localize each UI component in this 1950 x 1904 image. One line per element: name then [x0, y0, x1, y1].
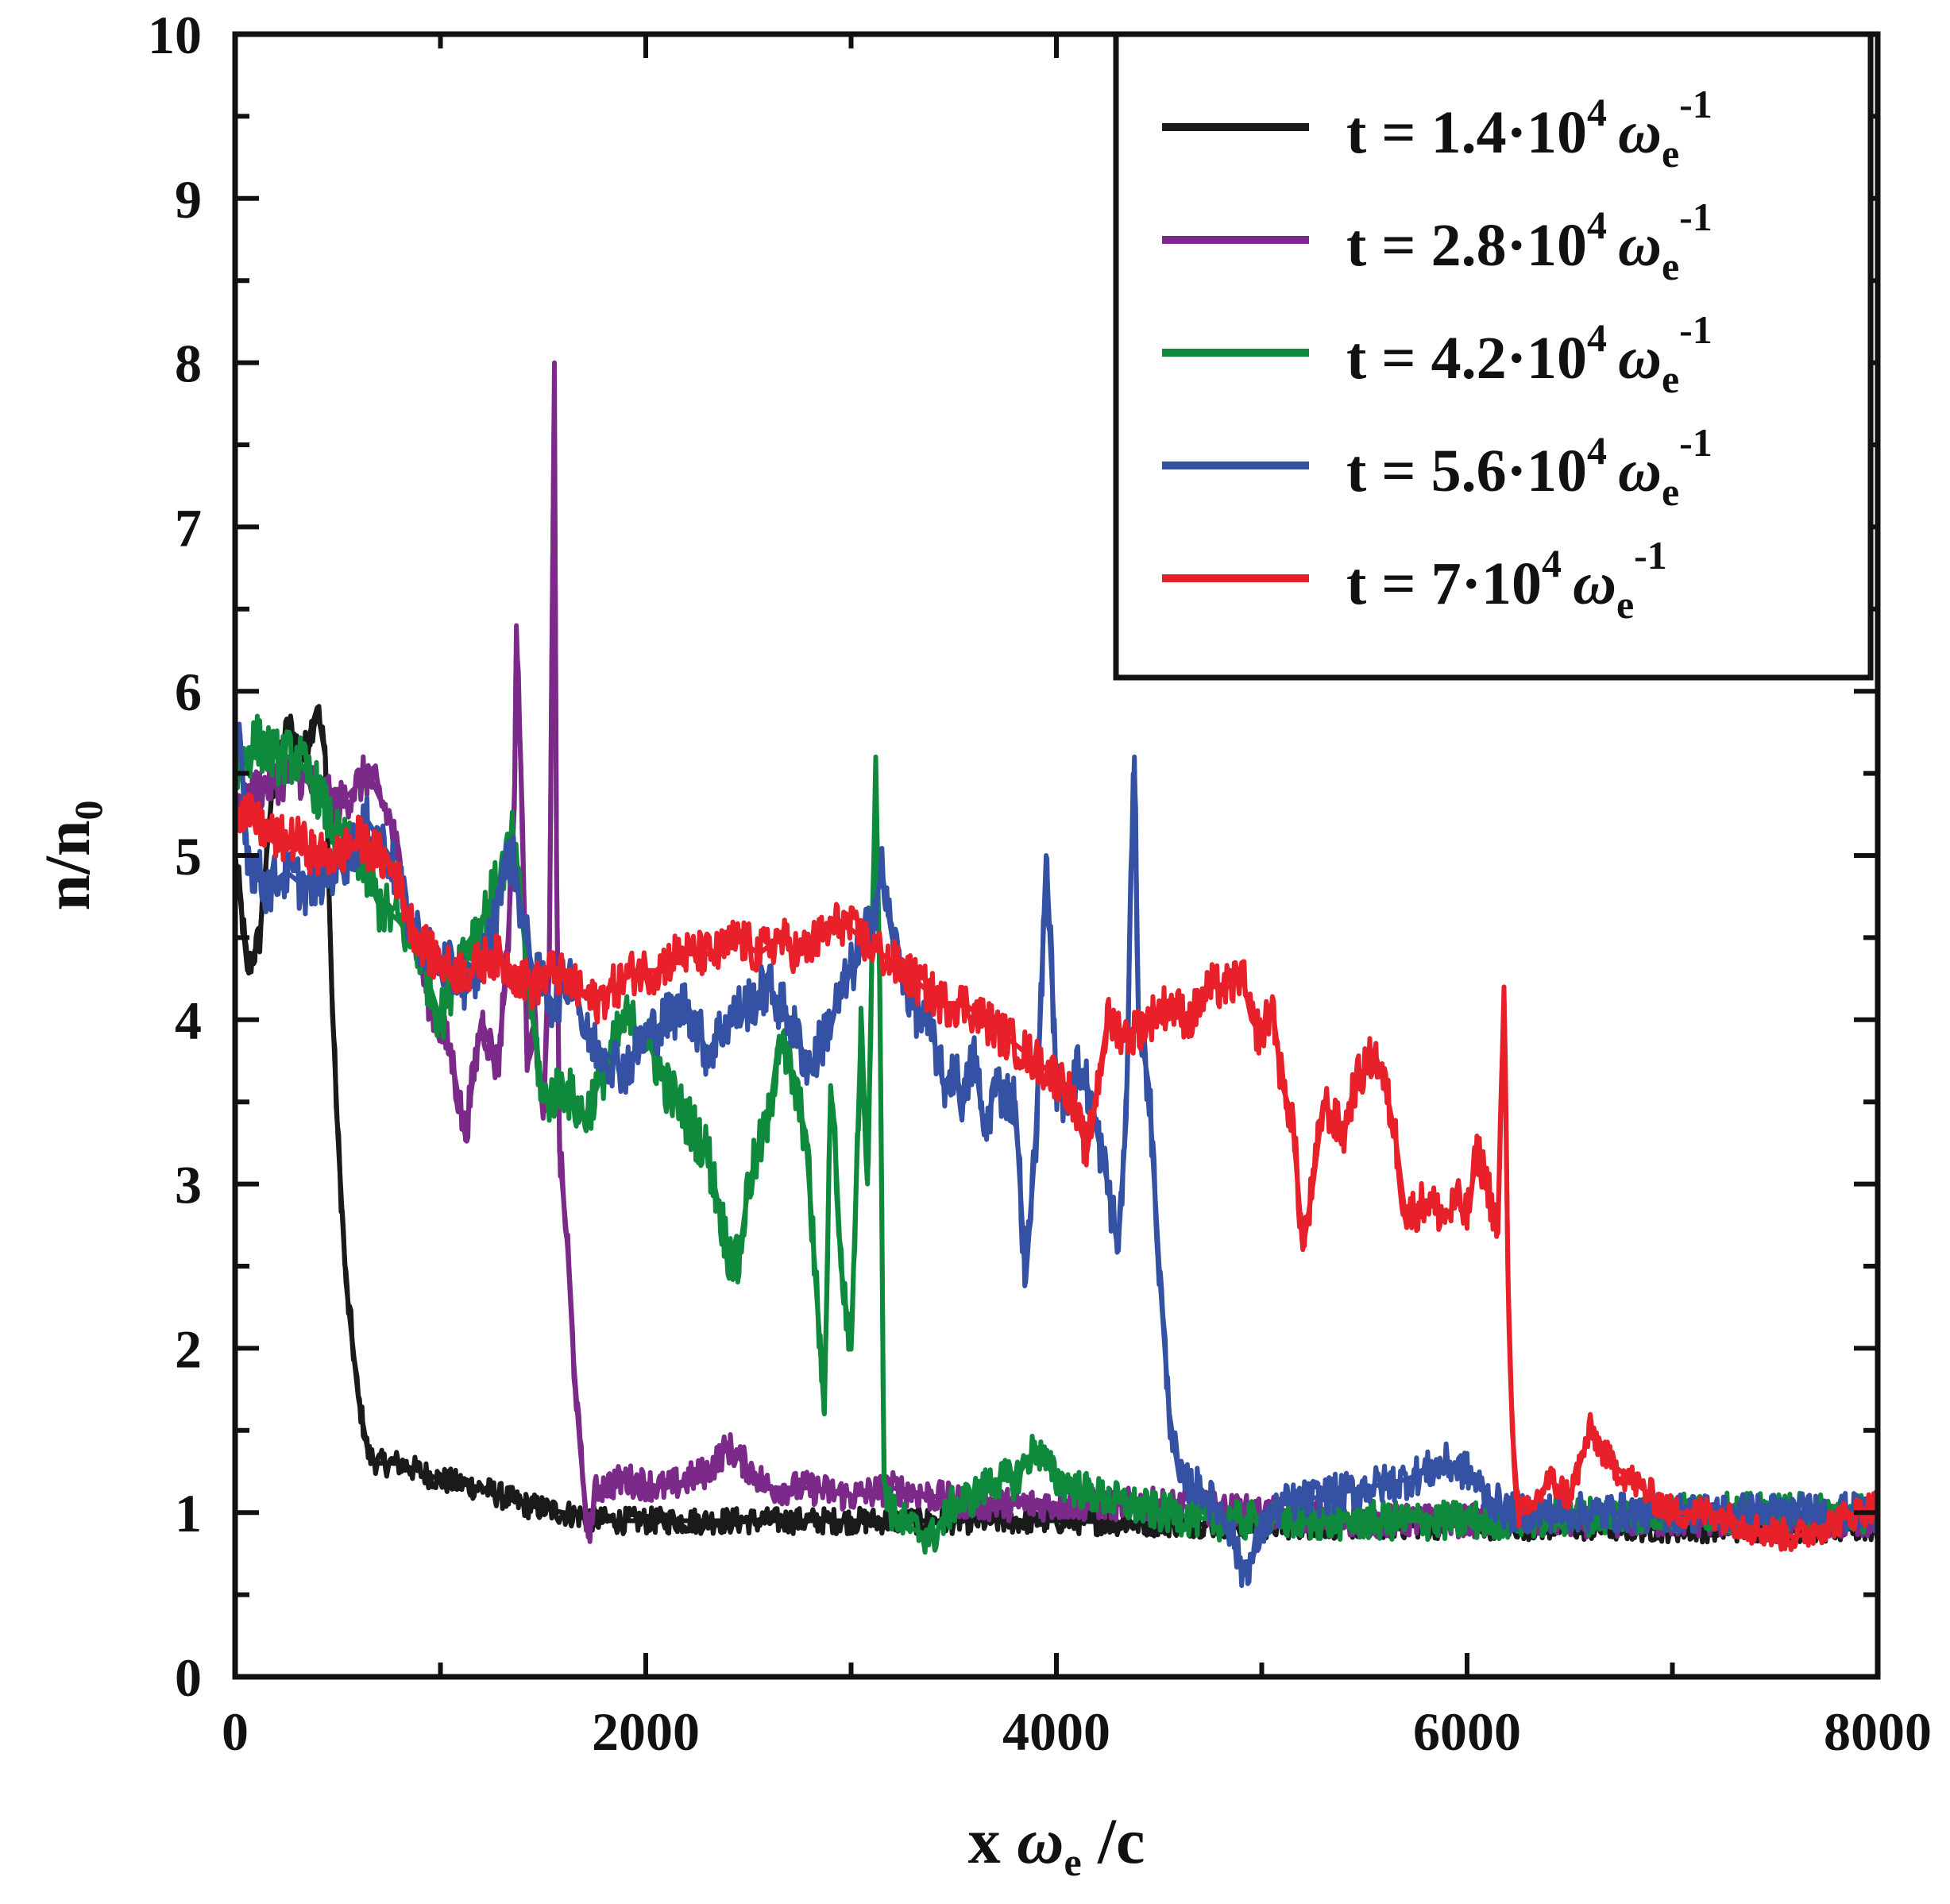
legend-entry: t = 5.6·104 ωe-1 — [1162, 420, 1713, 514]
series-envelope-1 — [233, 705, 1878, 1531]
y-tick-label: 7 — [175, 497, 202, 558]
legend-label: t = 2.8·104 ωe-1 — [1346, 195, 1713, 288]
tick-labels-layer: 0 2000 4000 6000 8000 0 1 2 3 4 5 6 7 8 9 10 — [148, 5, 1932, 1762]
x-axis-label: x ωe /c — [968, 1805, 1145, 1884]
series-line-1 — [233, 704, 1880, 1545]
y-tick-label: 6 — [175, 662, 202, 722]
x-tick-label: 2000 — [592, 1701, 700, 1762]
legend-label: t = 7·104 ωe-1 — [1346, 533, 1667, 627]
legend-label: t = 5.6·104 ωe-1 — [1346, 420, 1713, 514]
y-tick-label: 9 — [175, 169, 202, 230]
legend-entry: t = 7·104 ωe-1 — [1162, 533, 1667, 627]
legend-entry: t = 4.2·104 ωe-1 — [1162, 307, 1713, 401]
series-line-4 — [233, 722, 1879, 1589]
y-tick-label: 0 — [175, 1647, 202, 1708]
legend-entries: t = 1.4·104 ωe-1 t = 2.8·104 ωe-1 t = 4.2·10… — [1162, 82, 1713, 627]
series-layer — [233, 360, 1880, 1589]
legend-label: t = 1.4·104 ωe-1 — [1346, 82, 1713, 176]
y-tick-label: 3 — [175, 1155, 202, 1215]
legend-label: t = 4.2·104 ωe-1 — [1346, 307, 1713, 401]
legend-entry: t = 2.8·104 ωe-1 — [1162, 195, 1713, 288]
legend-entry: t = 1.4·104 ωe-1 — [1162, 82, 1713, 176]
y-tick-label: 8 — [175, 334, 202, 394]
legend: t = 1.4·104 ωe-1 t = 2.8·104 ωe-1 t = 4.2·10… — [1113, 31, 1874, 681]
series-envelope-4 — [233, 721, 1878, 1573]
x-tick-label: 4000 — [1002, 1701, 1110, 1762]
series-envelope-5 — [234, 804, 1879, 1540]
y-tick-label: 10 — [148, 5, 202, 65]
series-line-5 — [233, 792, 1880, 1552]
y-tick-label: 4 — [175, 991, 202, 1051]
y-tick-label: 5 — [175, 826, 202, 886]
y-axis-label: n/n0 — [31, 801, 110, 911]
y-tick-label: 1 — [175, 1483, 202, 1543]
x-tick-label: 0 — [222, 1701, 249, 1762]
series-line-3 — [233, 713, 1880, 1555]
y-tick-label: 2 — [175, 1319, 202, 1379]
series-envelope-3 — [233, 738, 1878, 1540]
x-tick-label: 6000 — [1413, 1701, 1521, 1762]
x-tick-label: 8000 — [1824, 1701, 1932, 1762]
